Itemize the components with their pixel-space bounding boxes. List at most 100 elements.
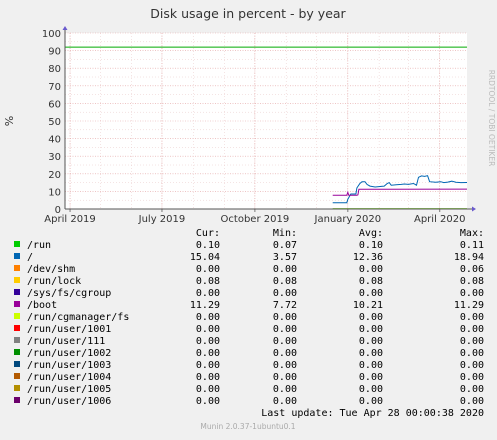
legend-value: 0.00 — [196, 384, 220, 395]
legend-swatch — [14, 253, 20, 259]
legend-value: 0.00 — [359, 348, 383, 359]
legend-series-name: / — [27, 252, 33, 263]
legend-value: 0.00 — [460, 360, 484, 371]
y-tick-label: 20 — [48, 170, 61, 181]
legend-value: 0.00 — [196, 336, 220, 347]
grid — [65, 32, 467, 210]
legend-series-name: /boot — [27, 300, 57, 311]
legend-series-name: /run/user/1006 — [27, 396, 111, 407]
legend-series-name: /dev/shm — [27, 264, 75, 275]
legend-value: 0.00 — [460, 348, 484, 359]
legend-value: 0.00 — [273, 264, 297, 275]
legend-value: 0.00 — [359, 372, 383, 383]
legend-value: 0.08 — [196, 276, 220, 287]
legend-value: 0.00 — [359, 264, 383, 275]
y-tick-label: 30 — [48, 152, 61, 163]
legend-value: 0.00 — [359, 288, 383, 299]
legend-value: 11.29 — [454, 300, 484, 311]
legend-value: 0.00 — [273, 288, 297, 299]
x-tick-label: April 2019 — [44, 214, 95, 225]
legend-value: 18.94 — [454, 252, 484, 263]
legend-value: 0.00 — [460, 288, 484, 299]
legend-value: 0.00 — [460, 396, 484, 407]
legend-series-name: /run — [27, 240, 51, 251]
legend-value: 0.00 — [273, 396, 297, 407]
legend-value: 0.00 — [196, 348, 220, 359]
legend-value: 0.08 — [359, 276, 383, 287]
legend-swatch — [14, 289, 20, 295]
y-tick-label: 50 — [48, 117, 61, 128]
x-tick-label: July 2019 — [138, 214, 186, 225]
legend-value: 0.00 — [359, 312, 383, 323]
legend-value: 0.00 — [196, 264, 220, 275]
legend-value: 0.10 — [196, 240, 220, 251]
legend-value: 0.00 — [359, 360, 383, 371]
legend-swatch — [14, 397, 20, 403]
legend-table: Cur: Min: Avg: Max: /run 0.10 0.07 0.10 0.11 / 15.… — [14, 228, 484, 407]
chart-title: Disk usage in percent - by year — [150, 6, 346, 21]
legend-value: 0.00 — [273, 336, 297, 347]
y-tick-label: 100 — [42, 29, 61, 40]
legend-column-header: Cur: — [196, 228, 220, 239]
x-tick-label: April 2020 — [414, 214, 465, 225]
legend-value: 0.00 — [273, 384, 297, 395]
legend-value: 0.00 — [196, 288, 220, 299]
series-line — [332, 188, 468, 196]
legend-column-header: Min: — [273, 228, 297, 239]
legend-series-name: /sys/fs/cgroup — [27, 288, 111, 299]
y-tick-label: 90 — [48, 47, 61, 58]
series-line — [332, 175, 468, 204]
legend-value: 11.29 — [190, 300, 220, 311]
legend-value: 0.00 — [359, 384, 383, 395]
x-axis-arrow — [472, 206, 476, 212]
legend-value: 0.00 — [460, 384, 484, 395]
munin-version: Munin 2.0.37-1ubuntu0.1 — [200, 422, 295, 431]
legend-series-name: /run/lock — [27, 276, 81, 287]
legend-column-header: Max: — [460, 228, 484, 239]
legend-value: 0.08 — [460, 276, 484, 287]
legend-value: 0.00 — [196, 360, 220, 371]
y-tick-label: 80 — [48, 64, 61, 75]
legend-swatch — [14, 373, 20, 379]
legend-value: 0.00 — [460, 372, 484, 383]
legend-value: 3.57 — [273, 252, 297, 263]
legend-value: 0.00 — [460, 312, 484, 323]
legend-value: 0.00 — [359, 324, 383, 335]
legend-series-name: /run/cgmanager/fs — [27, 312, 129, 323]
legend-value: 0.00 — [460, 324, 484, 335]
y-axis-label: % — [3, 116, 16, 126]
x-tick-label: October 2019 — [221, 214, 290, 225]
legend-swatch — [14, 361, 20, 367]
legend-swatch — [14, 337, 20, 343]
legend-value: 0.06 — [460, 264, 484, 275]
legend-value: 0.00 — [196, 396, 220, 407]
legend-value: 0.11 — [460, 240, 484, 251]
legend-value: 0.00 — [196, 324, 220, 335]
legend-swatch — [14, 325, 20, 331]
y-tick-label: 60 — [48, 99, 61, 110]
legend-value: 7.72 — [273, 300, 297, 311]
legend-value: 0.00 — [196, 312, 220, 323]
legend-value: 0.00 — [273, 324, 297, 335]
legend-value: 12.36 — [353, 252, 383, 263]
legend-value: 0.00 — [273, 312, 297, 323]
y-tick-label: 40 — [48, 135, 61, 146]
y-tick-label: 0 — [55, 205, 61, 216]
legend-value: 0.10 — [359, 240, 383, 251]
rrdtool-credit: RRDTOOL / TOBI OETIKER — [487, 70, 496, 167]
legend-swatch — [14, 277, 20, 283]
legend-swatch — [14, 301, 20, 307]
legend-series-name: /run/user/1002 — [27, 348, 111, 359]
axes: 0 10 20 30 40 50 60 70 80 90 100 April 2019 July 201… — [42, 26, 476, 225]
last-update: Last update: Tue Apr 28 00:00:38 2020 — [261, 408, 484, 419]
legend-value: 0.08 — [273, 276, 297, 287]
y-tick-label: 70 — [48, 82, 61, 93]
x-tick-label: January 2020 — [314, 214, 382, 225]
legend-swatch — [14, 265, 20, 271]
legend-column-header: Avg: — [359, 228, 383, 239]
legend-series-name: /run/user/1001 — [27, 324, 111, 335]
legend-value: 0.00 — [273, 348, 297, 359]
y-tick-label: 10 — [48, 187, 61, 198]
